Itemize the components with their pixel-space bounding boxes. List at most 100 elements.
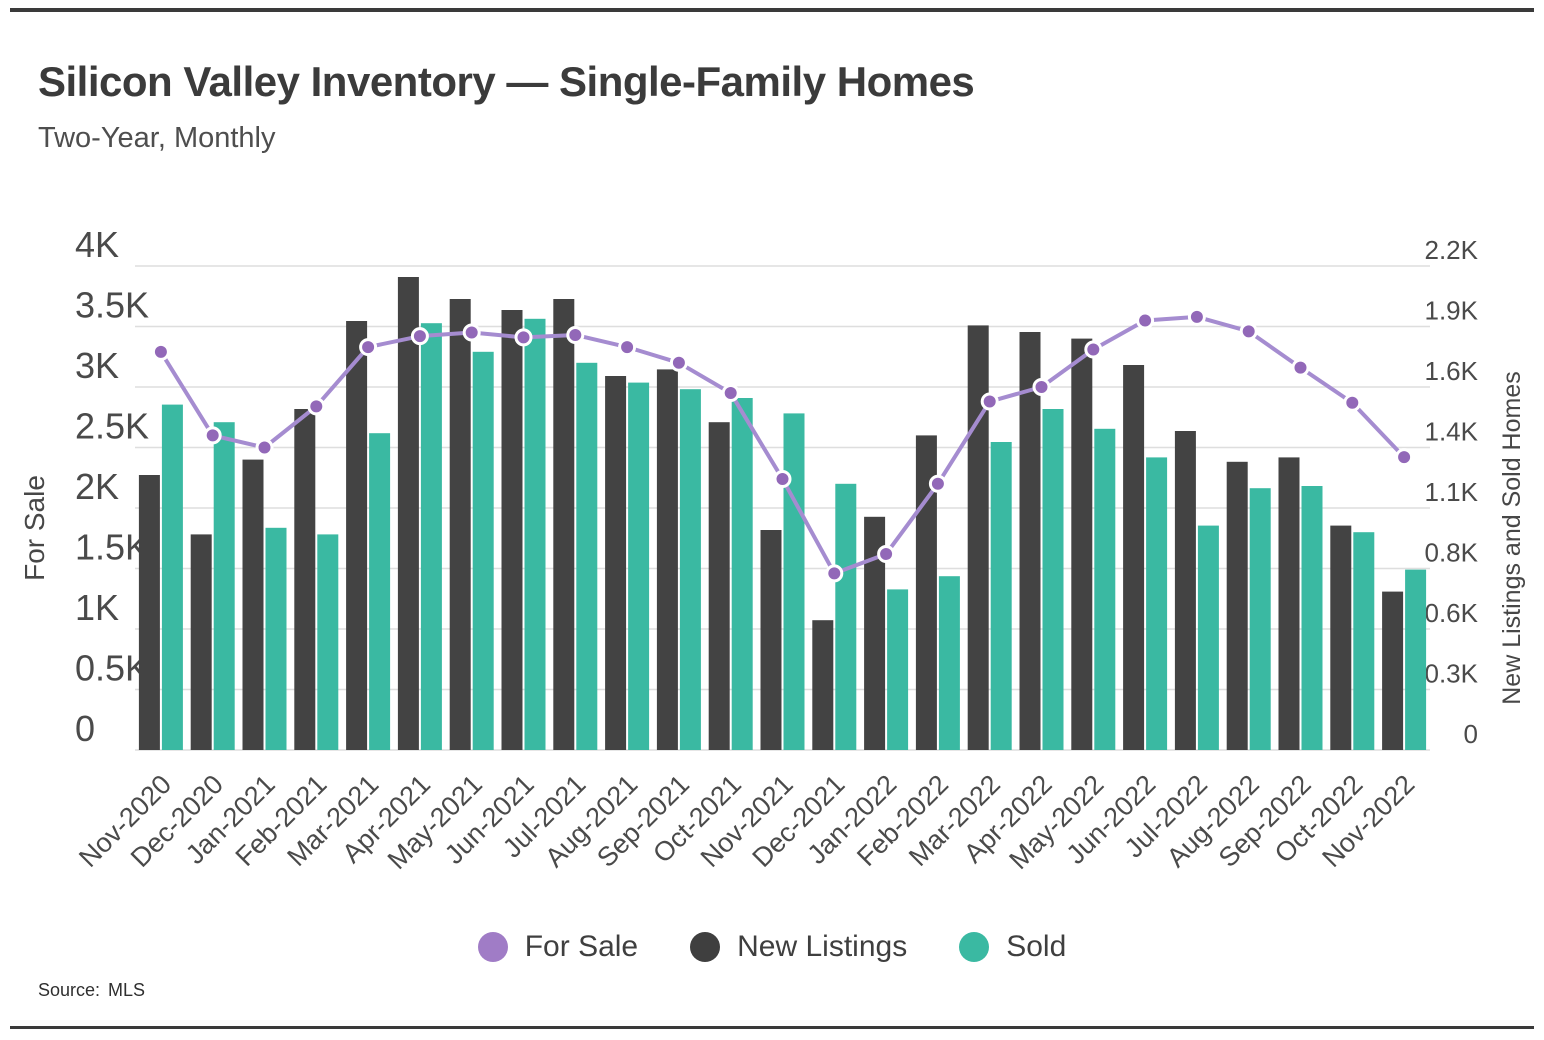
left-axis-tick-label: 3K xyxy=(75,345,119,386)
bar-new-listings xyxy=(449,299,471,750)
line-point-for-sale xyxy=(1084,340,1103,359)
page-subtitle: Two-Year, Monthly xyxy=(38,122,276,154)
legend-swatch-for-sale xyxy=(477,932,508,962)
line-point-for-sale xyxy=(514,328,533,347)
bar-sold xyxy=(1405,569,1427,750)
bar-sold xyxy=(1094,428,1116,750)
line-point-for-sale xyxy=(1032,378,1051,396)
line-point-for-sale xyxy=(1395,448,1414,467)
bar-new-listings xyxy=(397,277,419,750)
bar-sold xyxy=(679,389,701,750)
left-axis-tick-label: 3.5K xyxy=(75,285,149,326)
right-axis-tick-label: 2.2K xyxy=(1425,235,1479,265)
bar-new-listings xyxy=(708,422,730,750)
legend-label-new-listings: New Listings xyxy=(737,930,908,963)
legend-swatch-new-listings xyxy=(690,932,721,962)
right-axis-tick-label: 0.3K xyxy=(1425,659,1479,689)
bar-new-listings xyxy=(760,530,782,750)
bar-new-listings xyxy=(1382,591,1404,750)
page-title: Silicon Valley Inventory — Single-Family… xyxy=(38,58,975,105)
source-label: Source: xyxy=(38,980,101,1000)
bar-new-listings xyxy=(864,516,886,750)
bar-new-listings xyxy=(1071,338,1093,750)
bar-sold xyxy=(420,323,442,750)
bar-sold xyxy=(1197,525,1219,750)
bar-sold xyxy=(317,534,339,750)
bar-new-listings xyxy=(346,321,368,750)
bar-new-listings xyxy=(656,369,678,750)
line-point-for-sale xyxy=(1136,311,1155,330)
chart-canvas: 0 0.5K 1K 1.5K 2K 2.5K 3K 3.5K 4K 0 0.3K 0.6K 0.8K 1.… xyxy=(19,224,1526,875)
left-axis-tick-label: 4K xyxy=(75,224,119,265)
bar-sold xyxy=(1042,409,1064,750)
bar-new-listings xyxy=(1330,525,1352,750)
bar-new-listings xyxy=(190,534,212,750)
right-axis-tick-label: 1.4K xyxy=(1425,417,1479,447)
right-axis-tick-label: 1.9K xyxy=(1425,296,1479,326)
bar-new-listings xyxy=(553,299,575,750)
top-border xyxy=(10,8,1534,12)
bar-new-listings xyxy=(242,459,264,750)
legend-item-new-listings: New Listings xyxy=(690,930,907,964)
line-point-for-sale xyxy=(307,397,326,416)
bar-new-listings xyxy=(1226,461,1248,750)
legend-item-sold: Sold xyxy=(959,930,1066,964)
bar-sold xyxy=(1301,486,1323,750)
bar-new-listings xyxy=(1019,332,1041,750)
source-value: MLS xyxy=(108,980,146,1000)
bar-sold xyxy=(1249,488,1271,750)
line-point-for-sale xyxy=(618,338,637,357)
left-axis-tick-label: 0 xyxy=(75,708,95,749)
bar-sold xyxy=(628,382,650,750)
bar-sold xyxy=(938,576,960,750)
bar-sold xyxy=(369,433,391,750)
line-point-for-sale xyxy=(1343,393,1362,412)
line-point-for-sale xyxy=(825,564,844,583)
bar-sold xyxy=(990,442,1012,750)
line-point-for-sale xyxy=(773,469,792,488)
left-axis-tick-label: 2K xyxy=(75,466,119,507)
source-note: Source: MLS xyxy=(38,980,145,1001)
right-axis-tick-label: 1.1K xyxy=(1425,477,1479,507)
bar-sold xyxy=(1353,532,1375,750)
bar-sold xyxy=(213,422,235,750)
legend-item-for-sale: For Sale xyxy=(477,930,638,964)
bar-new-listings xyxy=(294,409,316,750)
chart-legend: For Sale New Listings Sold xyxy=(0,930,1544,964)
left-axis-title: For Sale xyxy=(19,475,50,581)
legend-swatch-sold xyxy=(959,932,990,962)
line-point-for-sale xyxy=(359,338,378,357)
line-point-for-sale xyxy=(928,474,947,493)
bar-sold xyxy=(887,589,909,750)
right-axis-tick-label: 0.6K xyxy=(1425,598,1479,628)
bar-new-listings xyxy=(1278,457,1300,750)
bar-sold xyxy=(731,398,753,750)
bar-new-listings xyxy=(812,620,834,750)
bar-sold xyxy=(524,318,546,750)
bar-new-listings xyxy=(1123,365,1145,750)
left-axis-tick-label: 1.5K xyxy=(75,527,149,568)
left-axis-tick-label: 2.5K xyxy=(75,406,149,447)
bar-new-listings xyxy=(138,475,160,750)
bar-sold xyxy=(265,527,287,750)
bar-sold xyxy=(1146,457,1168,750)
line-point-for-sale xyxy=(410,327,429,346)
line-point-for-sale xyxy=(566,325,585,344)
bar-new-listings xyxy=(1174,431,1196,750)
bar-sold xyxy=(783,413,805,750)
line-point-for-sale xyxy=(980,392,999,411)
bar-sold xyxy=(472,351,494,750)
bar-sold xyxy=(161,404,183,750)
left-axis-tick-label: 0.5K xyxy=(75,648,149,689)
right-axis-title: New Listings and Sold Homes xyxy=(1498,371,1526,705)
line-point-for-sale xyxy=(1291,358,1310,377)
bottom-border xyxy=(10,1026,1534,1029)
bar-sold xyxy=(576,362,598,750)
line-point-for-sale xyxy=(1239,322,1258,341)
line-point-for-sale xyxy=(877,544,896,563)
line-point-for-sale xyxy=(151,342,170,361)
line-point-for-sale xyxy=(203,426,222,445)
bar-new-listings xyxy=(967,325,989,750)
bar-sold xyxy=(835,483,857,750)
bar-new-listings xyxy=(915,435,937,750)
